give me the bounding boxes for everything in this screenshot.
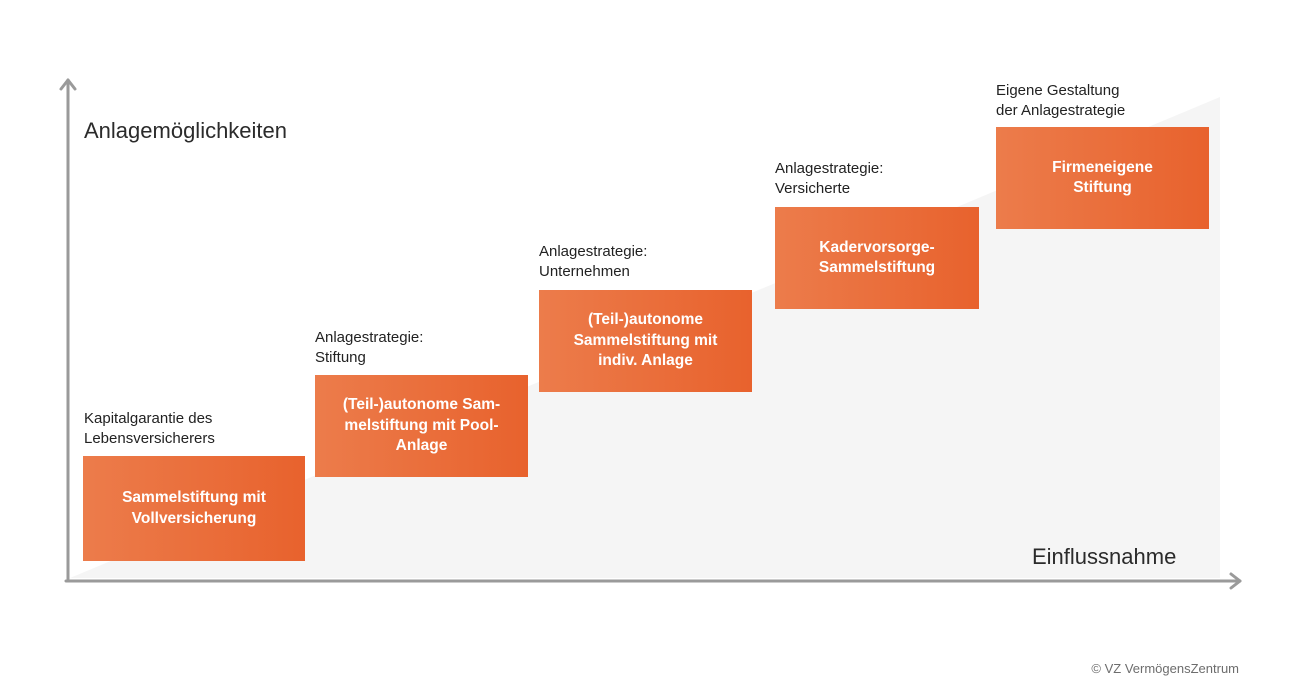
step-1-box: Sammelstiftung mit Vollversicherung	[83, 456, 305, 561]
step-4-box: Kadervorsorge- Sammelstiftung	[775, 207, 979, 309]
y-axis	[59, 78, 77, 582]
x-axis	[64, 572, 1242, 590]
step-5-caption: Eigene Gestaltung der Anlagestrategie	[996, 82, 1126, 119]
step-5-box: Firmeneigene Stiftung	[996, 127, 1209, 229]
step-1-caption: Kapitalgarantie des Lebensversicherers	[84, 410, 215, 447]
x-axis-label: Einflussnahme	[1032, 544, 1177, 569]
step-2-caption: Anlagestrategie: Stiftung	[315, 329, 424, 366]
y-axis-label: Anlagemöglichkeiten	[84, 118, 288, 143]
step-4-caption: Anlagestrategie: Versicherte	[775, 160, 884, 197]
step-2-box: (Teil-)autonome Sam- melstiftung mit Poo…	[315, 375, 528, 477]
step-3-box: (Teil-)autonome Sammelstiftung mit indiv…	[539, 290, 752, 392]
copyright-notice: © VZ VermögensZentrum	[1091, 661, 1239, 676]
step-3-caption: Anlagestrategie: Unternehmen	[539, 243, 648, 280]
